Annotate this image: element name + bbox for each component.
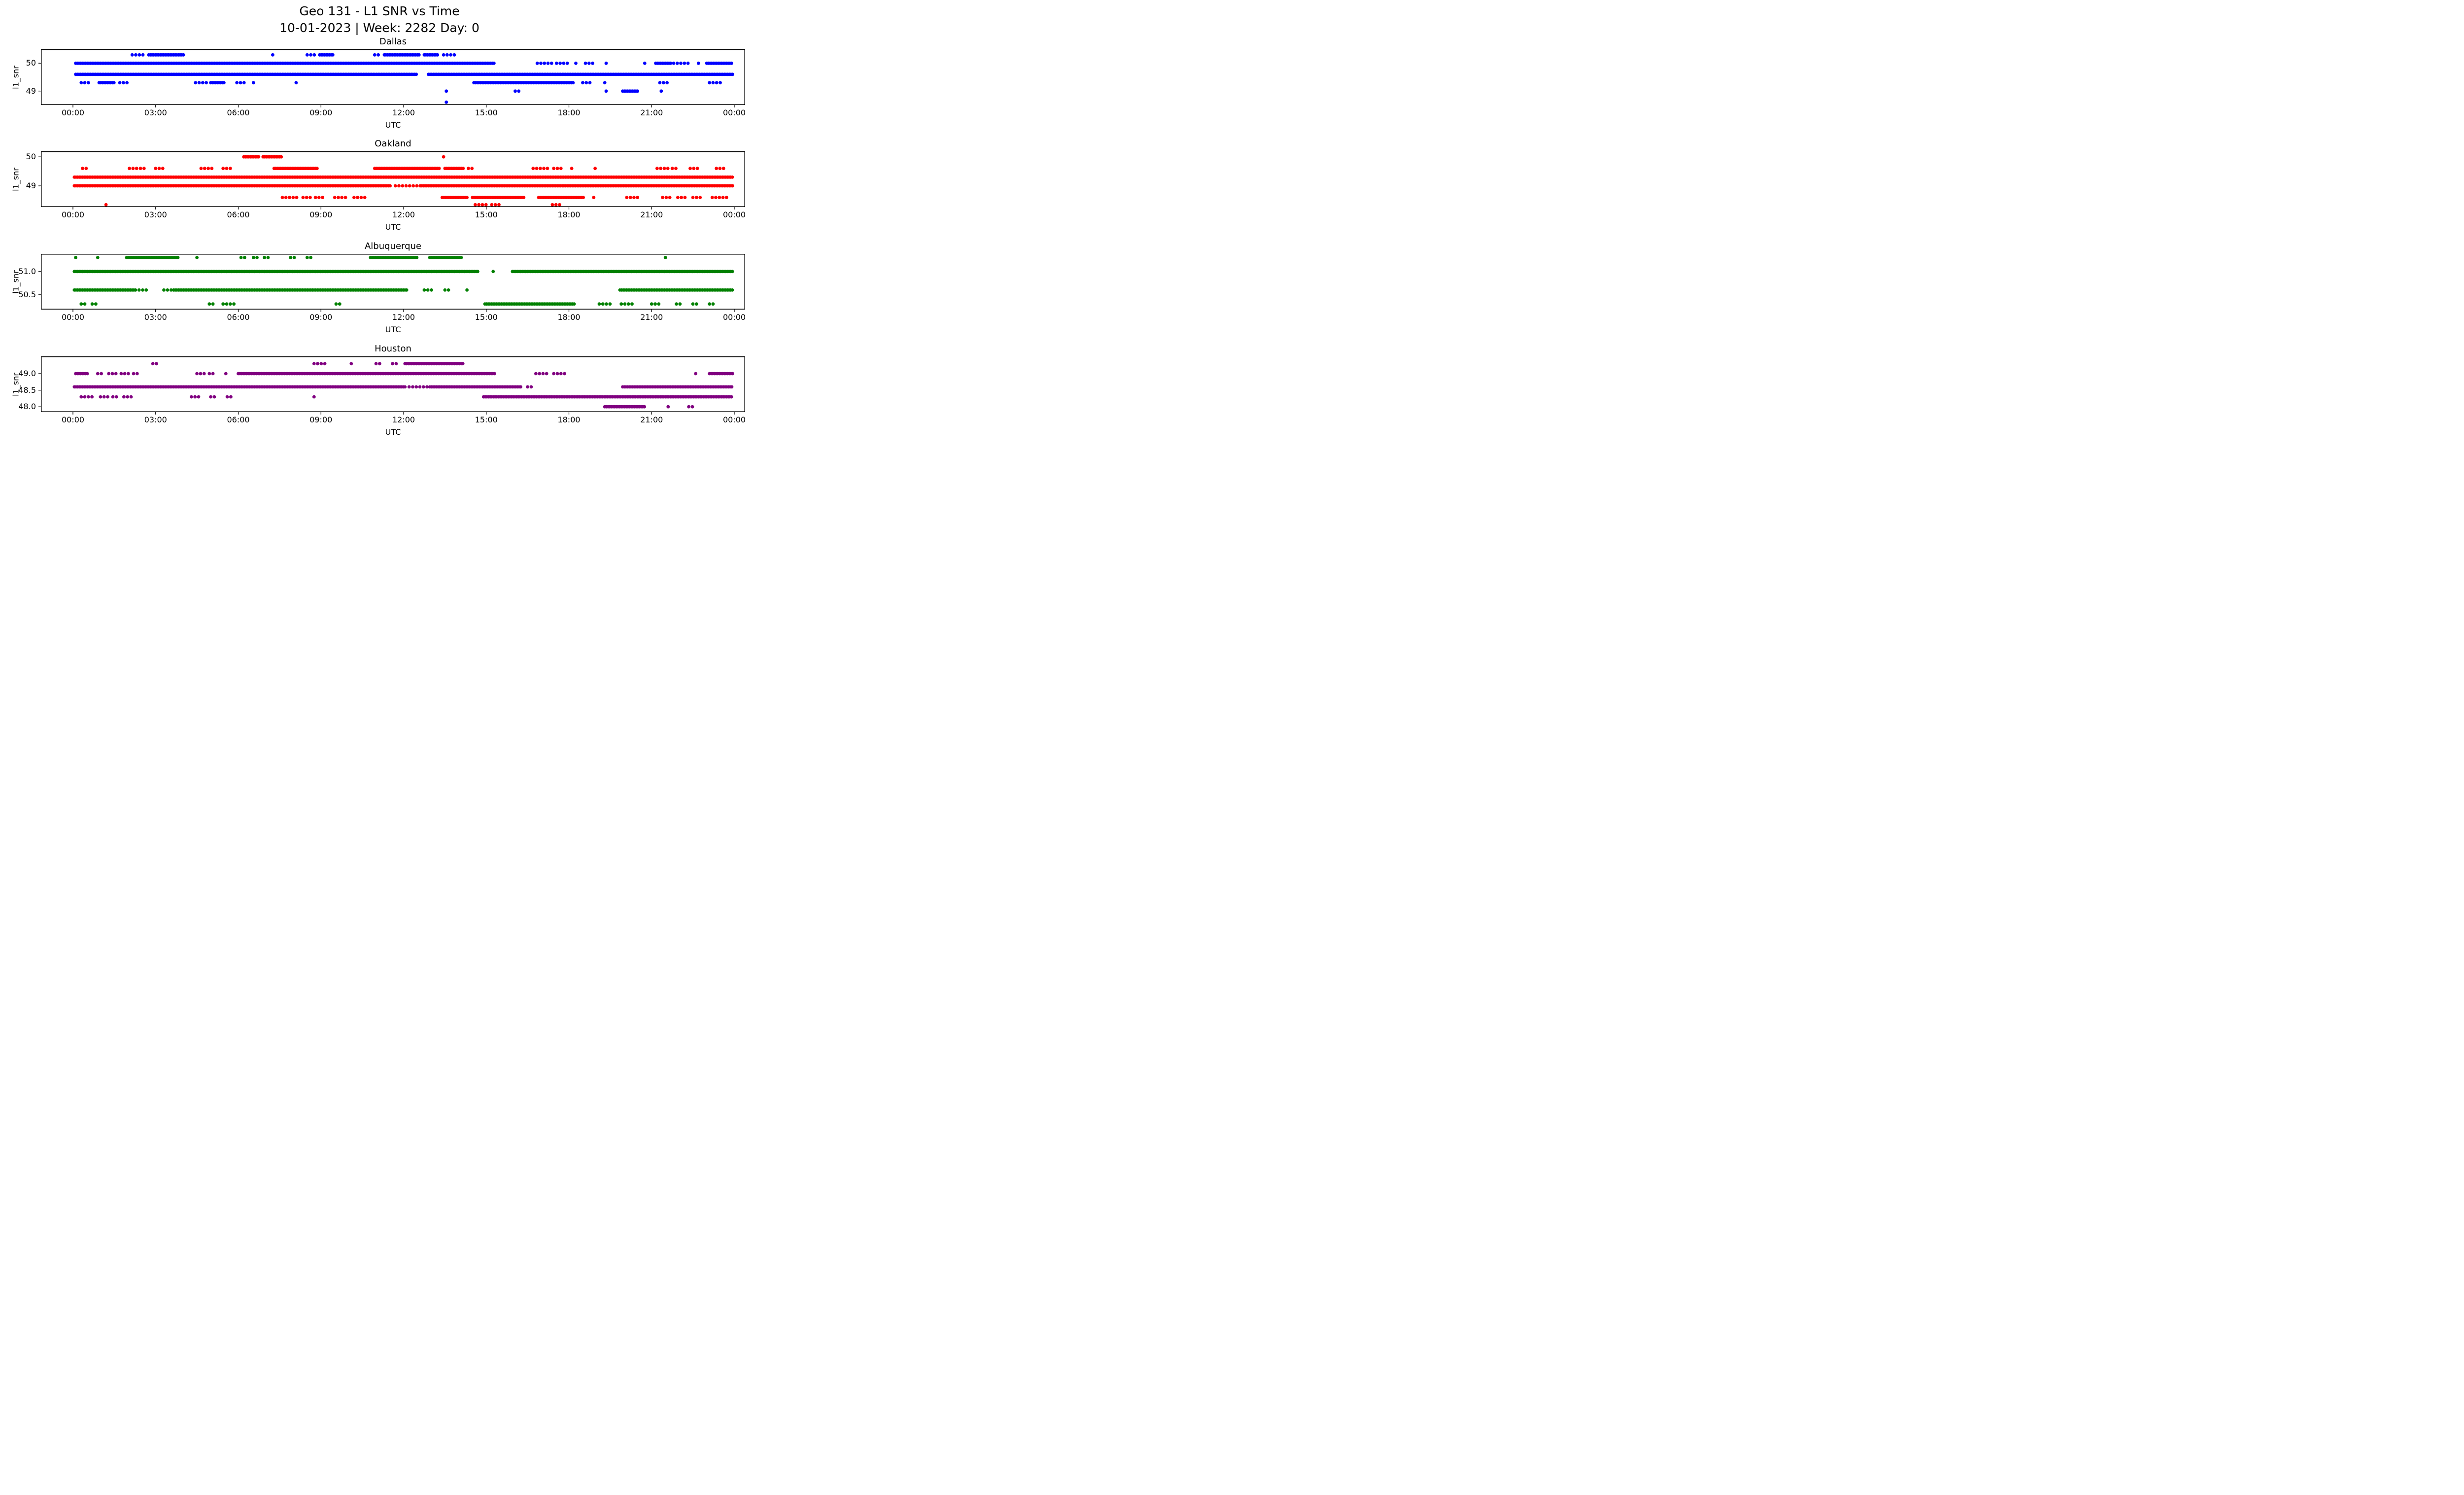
y-tick-label: 50.5 [18, 289, 36, 299]
x-tick-label: 12:00 [392, 108, 415, 117]
x-tick-label: 00:00 [722, 313, 746, 322]
x-tick-label: 00:00 [61, 108, 85, 117]
plot-area-houston [38, 356, 745, 415]
x-tick-label: 03:00 [144, 108, 167, 117]
x-tick-label: 21:00 [640, 415, 663, 424]
x-axis-label-dallas: UTC [385, 120, 401, 130]
x-tick-label: 00:00 [722, 415, 746, 424]
x-tick-label: 15:00 [475, 313, 498, 322]
x-tick-label: 00:00 [61, 415, 85, 424]
plot-area-albuquerque [38, 254, 745, 312]
x-tick-label: 21:00 [640, 210, 663, 219]
x-tick-label: 12:00 [392, 313, 415, 322]
x-tick-label: 15:00 [475, 108, 498, 117]
y-tick-label: 48.5 [18, 385, 36, 395]
axes-frame [41, 151, 745, 207]
x-tick-label: 06:00 [227, 415, 250, 424]
x-tick-label: 18:00 [557, 210, 581, 219]
plot-area-oakland [38, 151, 745, 209]
x-tick-label: 21:00 [640, 313, 663, 322]
axes-frame [41, 356, 745, 412]
axes-frame [41, 254, 745, 310]
x-tick-label: 18:00 [557, 415, 581, 424]
subplot-title-albuquerque: Albuquerque [364, 241, 422, 251]
x-tick-label: 18:00 [557, 313, 581, 322]
x-tick-label: 00:00 [722, 108, 746, 117]
x-tick-label: 03:00 [144, 415, 167, 424]
figure-title: Geo 131 - L1 SNR vs Time [299, 4, 460, 18]
x-tick-label: 06:00 [227, 108, 250, 117]
y-tick-label: 50 [26, 152, 36, 162]
figure-subtitle: 10-01-2023 | Week: 2282 Day: 0 [279, 21, 479, 35]
plot-area-dallas [38, 49, 745, 107]
axes-frame [41, 49, 745, 105]
x-tick-label: 15:00 [475, 415, 498, 424]
y-tick-label: 49.0 [18, 368, 36, 378]
x-tick-label: 21:00 [640, 108, 663, 117]
subplot-title-houston: Houston [375, 344, 411, 354]
x-tick-label: 18:00 [557, 108, 581, 117]
x-tick-label: 15:00 [475, 210, 498, 219]
x-tick-label: 00:00 [61, 210, 85, 219]
x-tick-label: 03:00 [144, 210, 167, 219]
y-tick-label: 50 [26, 58, 36, 68]
figure: Geo 131 - L1 SNR vs Time 10-01-2023 | We… [0, 0, 759, 446]
x-tick-label: 03:00 [144, 313, 167, 322]
x-axis-label-oakland: UTC [385, 222, 401, 232]
x-tick-label: 09:00 [309, 108, 333, 117]
x-tick-label: 06:00 [227, 210, 250, 219]
y-tick-label: 49 [26, 86, 36, 96]
x-axis-label-albuquerque: UTC [385, 325, 401, 334]
y-tick-label: 48.0 [18, 402, 36, 412]
x-tick-label: 00:00 [722, 210, 746, 219]
x-tick-label: 09:00 [309, 415, 333, 424]
x-axis-label-houston: UTC [385, 427, 401, 437]
x-tick-label: 00:00 [61, 313, 85, 322]
y-tick-label: 51.0 [18, 266, 36, 276]
y-axis-label-dallas: l1_snr [11, 65, 21, 89]
x-tick-label: 09:00 [309, 210, 333, 219]
subplot-title-dallas: Dallas [379, 36, 407, 47]
x-tick-label: 06:00 [227, 313, 250, 322]
subplot-title-oakland: Oakland [375, 139, 411, 149]
y-tick-label: 49 [26, 181, 36, 191]
x-tick-label: 12:00 [392, 210, 415, 219]
x-tick-label: 09:00 [309, 313, 333, 322]
x-tick-label: 12:00 [392, 415, 415, 424]
